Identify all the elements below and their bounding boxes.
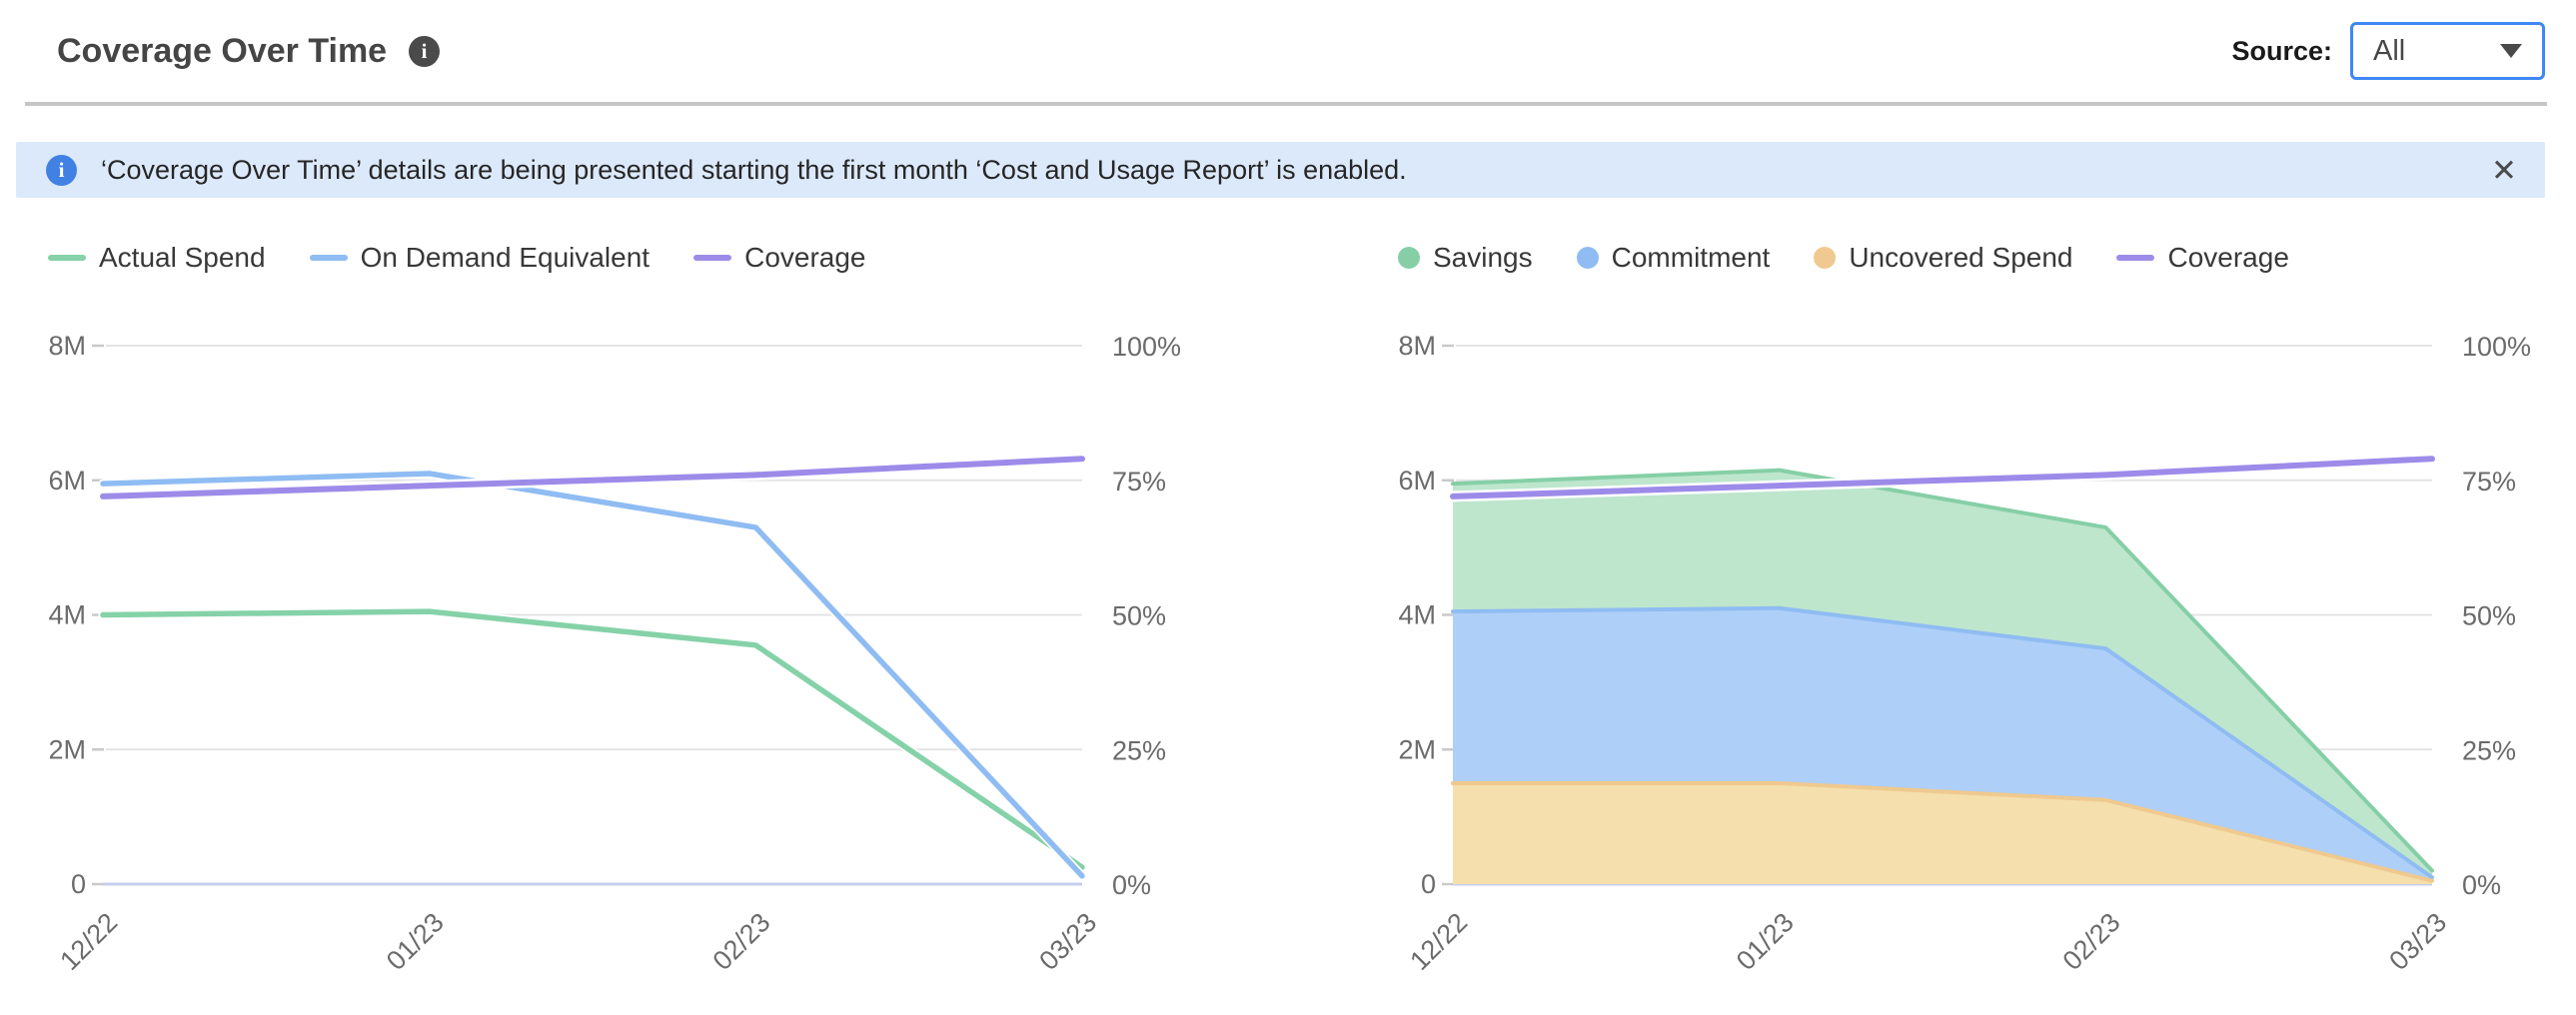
legend-item-savings[interactable]: Savings: [1398, 242, 1533, 274]
page-title: Coverage Over Time: [57, 31, 388, 70]
title-info-icon[interactable]: i: [409, 35, 441, 67]
legend-item-uncovered-spend[interactable]: Uncovered Spend: [1814, 242, 2072, 274]
page-header: Coverage Over Time i Source: All: [0, 0, 2576, 102]
x-axis-label: 02/23: [2057, 907, 2126, 976]
series-line-coverage: [1450, 456, 2435, 500]
left-axis-label: 6M: [1398, 466, 1436, 496]
coverage-stack-chart: 0 0% 2M 25% 4M 50% 6M 75% 8M 100% 12/22 01/23 02/23 0…: [1398, 331, 2531, 976]
right-axis-label: 100%: [2462, 332, 2531, 362]
actual-spend-swatch: [48, 255, 86, 261]
header-divider: [25, 102, 2547, 106]
left-axis-label: 4M: [48, 600, 86, 630]
legend-item-actual-spend[interactable]: Actual Spend: [48, 242, 266, 274]
coverage-legend-label: Coverage: [744, 242, 866, 273]
uncovered-spend-swatch: [1814, 247, 1837, 269]
actual-spend-legend-label: Actual Spend: [99, 242, 266, 273]
source-select[interactable]: All: [2350, 22, 2545, 80]
on-demand-equivalent-legend-label: On Demand Equivalent: [360, 242, 650, 273]
source-label: Source:: [2231, 35, 2332, 66]
left-axis-label: 8M: [48, 331, 86, 361]
series-line-on-demand-equivalent: [100, 471, 1085, 879]
left-axis-label: 8M: [1398, 331, 1436, 361]
banner-info-icon: i: [46, 154, 77, 186]
right-axis-label: 25%: [1112, 735, 1166, 765]
legend-item-coverage[interactable]: Coverage: [693, 242, 866, 274]
x-axis-label: 03/23: [2383, 907, 2452, 976]
savings-swatch: [1398, 247, 1420, 269]
coverage-legend-label: Coverage: [2167, 242, 2289, 273]
charts-row: Actual Spend On Demand Equivalent Coverage…: [0, 242, 2576, 1015]
right-axis-label: 25%: [2462, 735, 2516, 765]
right-axis-label: 0%: [1112, 870, 1151, 900]
right-axis-label: 50%: [2462, 601, 2516, 631]
area-edge-savings: [1451, 468, 2434, 873]
coverage-swatch: [2116, 255, 2155, 261]
left-axis-label: 4M: [1398, 600, 1436, 630]
legend-item-commitment[interactable]: Commitment: [1576, 242, 1771, 274]
series-line-coverage: [100, 456, 1085, 500]
x-axis-label: 02/23: [707, 907, 776, 976]
chart-panel-spend-lines: Actual Spend On Demand Equivalent Coverage…: [28, 242, 1198, 1015]
commitment-legend-label: Commitment: [1611, 242, 1771, 273]
banner-text: ‘Coverage Over Time’ details are being p…: [101, 154, 1407, 185]
series-casing-on-demand-equivalent: [98, 469, 1087, 881]
left-axis-label: 0: [71, 869, 86, 899]
series-casing-actual-spend: [98, 606, 1087, 872]
chevron-down-icon: [2500, 44, 2522, 58]
right-axis-label: 0%: [2462, 870, 2501, 900]
legend-item-coverage[interactable]: Coverage: [2116, 242, 2289, 274]
x-axis-label: 01/23: [1731, 907, 1800, 976]
left-axis-label: 2M: [1398, 734, 1436, 764]
left-axis-label: 2M: [48, 734, 86, 764]
area-edge-commitment: [1451, 605, 2434, 880]
info-banner: i ‘Coverage Over Time’ details are being…: [16, 142, 2545, 198]
right-axis-label: 75%: [1112, 467, 1166, 497]
savings-legend-label: Savings: [1433, 242, 1533, 273]
x-axis-label: 12/22: [1404, 907, 1473, 976]
right-axis-label: 50%: [1112, 601, 1166, 631]
uncovered-spend-legend-label: Uncovered Spend: [1849, 242, 2073, 273]
x-axis-label: 01/23: [381, 907, 450, 976]
x-axis-label: 03/23: [1033, 907, 1102, 976]
coverage-swatch: [693, 255, 732, 261]
area-uncovered-spend: [1453, 782, 2432, 884]
on-demand-equivalent-swatch: [309, 255, 348, 261]
commitment-swatch: [1576, 247, 1599, 269]
area-edge-uncovered-spend: [1451, 780, 2434, 883]
chart-panel-coverage-stack: Savings Commitment Uncovered Spend Coverage…: [1378, 242, 2548, 1015]
banner-close-icon[interactable]: ✕: [2491, 152, 2517, 188]
source-filter: Source: All: [2231, 22, 2545, 80]
spend-lines-chart: 0 0% 2M 25% 4M 50% 6M 75% 8M 100% 12/22 01/23 02/23 0…: [48, 331, 1181, 976]
series-line-actual-spend: [100, 608, 1085, 870]
left-axis-label: 6M: [48, 466, 86, 496]
x-axis-label: 12/22: [54, 907, 123, 976]
legend-coverage-stack: Savings Commitment Uncovered Spend Coverage: [1378, 242, 2548, 274]
right-axis-label: 75%: [2462, 467, 2516, 497]
right-axis-label: 100%: [1112, 332, 1181, 362]
source-selected-value: All: [2373, 34, 2406, 67]
left-axis-label: 0: [1421, 869, 1436, 899]
legend-spend-lines: Actual Spend On Demand Equivalent Coverage: [28, 242, 1198, 274]
legend-item-on-demand-equivalent[interactable]: On Demand Equivalent: [309, 242, 650, 274]
